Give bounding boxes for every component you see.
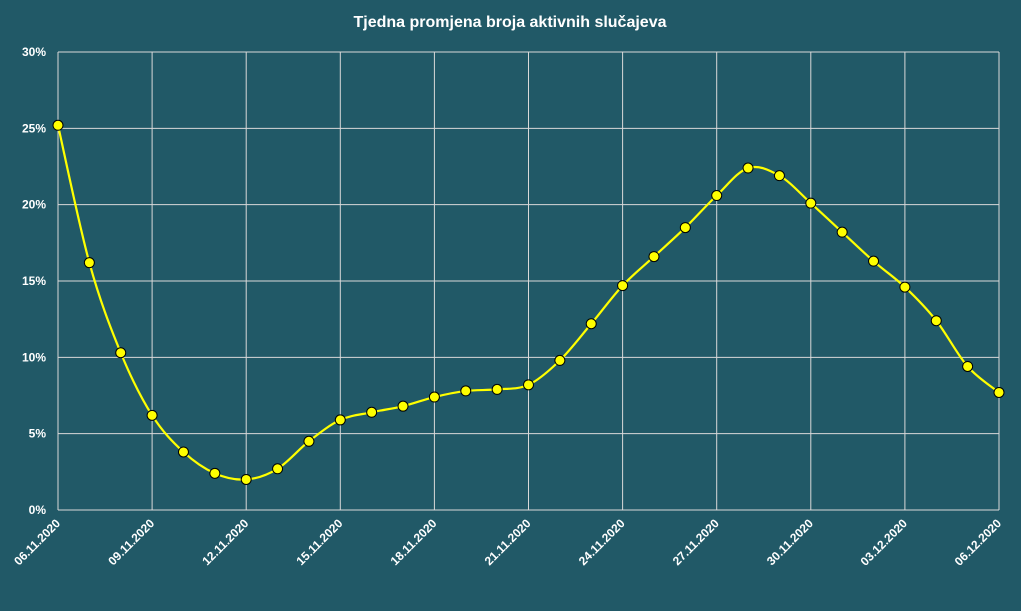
- data-point: [83, 257, 95, 269]
- data-point: [334, 414, 346, 426]
- x-tick-label: 30.11.2020: [764, 516, 816, 568]
- data-point: [397, 400, 409, 412]
- data-point: [585, 318, 597, 330]
- x-tick-label: 06.11.2020: [11, 516, 63, 568]
- data-point: [899, 281, 911, 293]
- data-point: [177, 446, 189, 458]
- chart-title: Tjedna promjena broja aktivnih slučajeva: [354, 14, 667, 31]
- data-point: [209, 467, 221, 479]
- data-point: [617, 280, 629, 292]
- data-point: [428, 391, 440, 403]
- data-point: [272, 463, 284, 475]
- data-point: [836, 226, 848, 238]
- x-tick-label: 03.12.2020: [858, 516, 911, 569]
- data-point: [523, 379, 534, 391]
- data-point: [742, 162, 754, 174]
- x-axis-tick-labels: 06.11.2020 09.11.2020 12.11.2020 15.11.2020…: [11, 516, 1004, 569]
- y-axis-tick-labels: 0% 5% 10% 15% 20% 25% 30%: [22, 45, 46, 517]
- x-tick-label: 15.11.2020: [294, 516, 346, 568]
- x-tick-label: 24.11.2020: [576, 516, 628, 568]
- data-point: [993, 386, 1005, 398]
- y-tick-label: 30%: [22, 45, 46, 59]
- y-tick-label: 25%: [22, 121, 46, 135]
- y-tick-label: 15%: [22, 274, 46, 288]
- x-tick-label: 06.12.2020: [952, 516, 1005, 569]
- data-point: [52, 119, 64, 131]
- data-point: [773, 170, 785, 182]
- x-tick-label: 18.11.2020: [388, 516, 440, 568]
- data-point: [146, 409, 158, 421]
- series-points-layer: [52, 119, 1005, 485]
- data-point: [303, 435, 315, 447]
- data-point: [805, 197, 817, 209]
- data-point: [930, 315, 942, 327]
- data-point: [679, 222, 691, 234]
- y-tick-label: 10%: [22, 350, 46, 364]
- data-point: [115, 347, 127, 359]
- y-tick-label: 20%: [22, 198, 46, 212]
- data-point: [491, 383, 503, 395]
- data-point: [868, 255, 880, 267]
- x-tick-label: 12.11.2020: [199, 516, 251, 568]
- y-tick-label: 0%: [29, 503, 47, 517]
- x-tick-label: 21.11.2020: [482, 516, 534, 568]
- data-point: [366, 406, 378, 418]
- x-tick-label: 27.11.2020: [670, 516, 722, 568]
- x-tick-label: 09.11.2020: [105, 516, 157, 568]
- data-point: [240, 473, 252, 485]
- data-point: [460, 385, 472, 397]
- y-tick-label: 5%: [29, 427, 47, 441]
- data-point: [648, 251, 660, 263]
- data-point: [962, 360, 974, 372]
- grid-layer: [57, 51, 1000, 510]
- data-point: [554, 354, 566, 366]
- data-point: [711, 190, 723, 202]
